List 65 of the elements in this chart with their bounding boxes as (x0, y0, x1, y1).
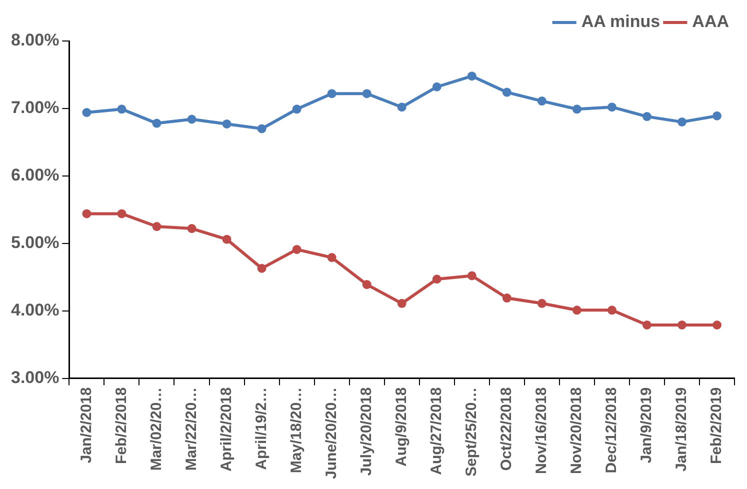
point (187, 114, 196, 124)
point (677, 117, 686, 126)
y-tick-label: 3.00% (11, 368, 60, 387)
x-tick-label: Aug/27/2018 (428, 387, 446, 475)
y-tick-label: 5.00% (11, 233, 60, 252)
y-tick-label: 7.00% (11, 98, 60, 118)
point (467, 271, 476, 280)
x-tick-label: Nov/16/2018 (533, 387, 550, 474)
x-tick-label: Oct/22/2018 (498, 387, 516, 471)
point (117, 104, 126, 114)
legend-label: AA minus (581, 12, 660, 32)
x-tick-label: Mar/02/20… (148, 387, 165, 471)
point (677, 320, 686, 330)
x-tick-label: Jan/18/2019 (673, 387, 690, 472)
point (642, 320, 652, 330)
point (432, 274, 442, 284)
point (397, 102, 406, 112)
y-tick-label: 6.00% (11, 166, 60, 185)
x-tick-label: July/20/2018 (358, 387, 375, 476)
point (292, 104, 302, 114)
point (572, 306, 582, 315)
point (607, 102, 616, 112)
x-tick-label: Nov/20/2018 (568, 387, 586, 474)
x-tick-label: Jan/2/2018 (78, 387, 95, 464)
x-tick-label: Sept/25/20… (463, 387, 480, 477)
x-tick-label: Feb/2/2019 (708, 387, 726, 464)
point (362, 280, 372, 290)
point (327, 253, 336, 262)
y-tick-label: 4.00% (11, 300, 60, 320)
point (257, 124, 266, 134)
point (117, 209, 126, 218)
point (187, 224, 196, 234)
point (327, 89, 336, 98)
point (152, 222, 162, 232)
point (292, 244, 302, 254)
x-tick-label: Mar/22/20… (182, 387, 200, 471)
point (502, 294, 512, 303)
point (712, 320, 722, 330)
point (82, 209, 92, 218)
point (537, 96, 546, 106)
point (432, 82, 442, 92)
y-tick-label: 8.00% (11, 30, 60, 50)
x-tick-label: Feb/2/2018 (112, 387, 130, 464)
point (642, 112, 652, 122)
point (362, 89, 372, 98)
point (607, 306, 616, 315)
point (712, 111, 722, 120)
x-tick-label: Dec/12/2018 (603, 387, 620, 474)
x-tick-label: June/20/20… (322, 387, 340, 480)
point (222, 119, 232, 128)
x-tick-label: April/2/2018 (218, 387, 235, 472)
legend-label: AAA (692, 12, 730, 32)
point (397, 298, 406, 308)
point (537, 298, 546, 308)
point (467, 72, 476, 81)
point (257, 264, 266, 273)
x-tick-label: April/19/2… (252, 387, 270, 470)
point (572, 104, 582, 114)
point (502, 88, 512, 97)
x-tick-label: Aug/9/2018 (392, 387, 410, 467)
point (82, 108, 92, 118)
point (152, 118, 162, 128)
x-tick-label: May/18/20… (288, 387, 305, 474)
x-tick-label: Jan/9/2019 (638, 387, 656, 464)
point (222, 234, 232, 244)
